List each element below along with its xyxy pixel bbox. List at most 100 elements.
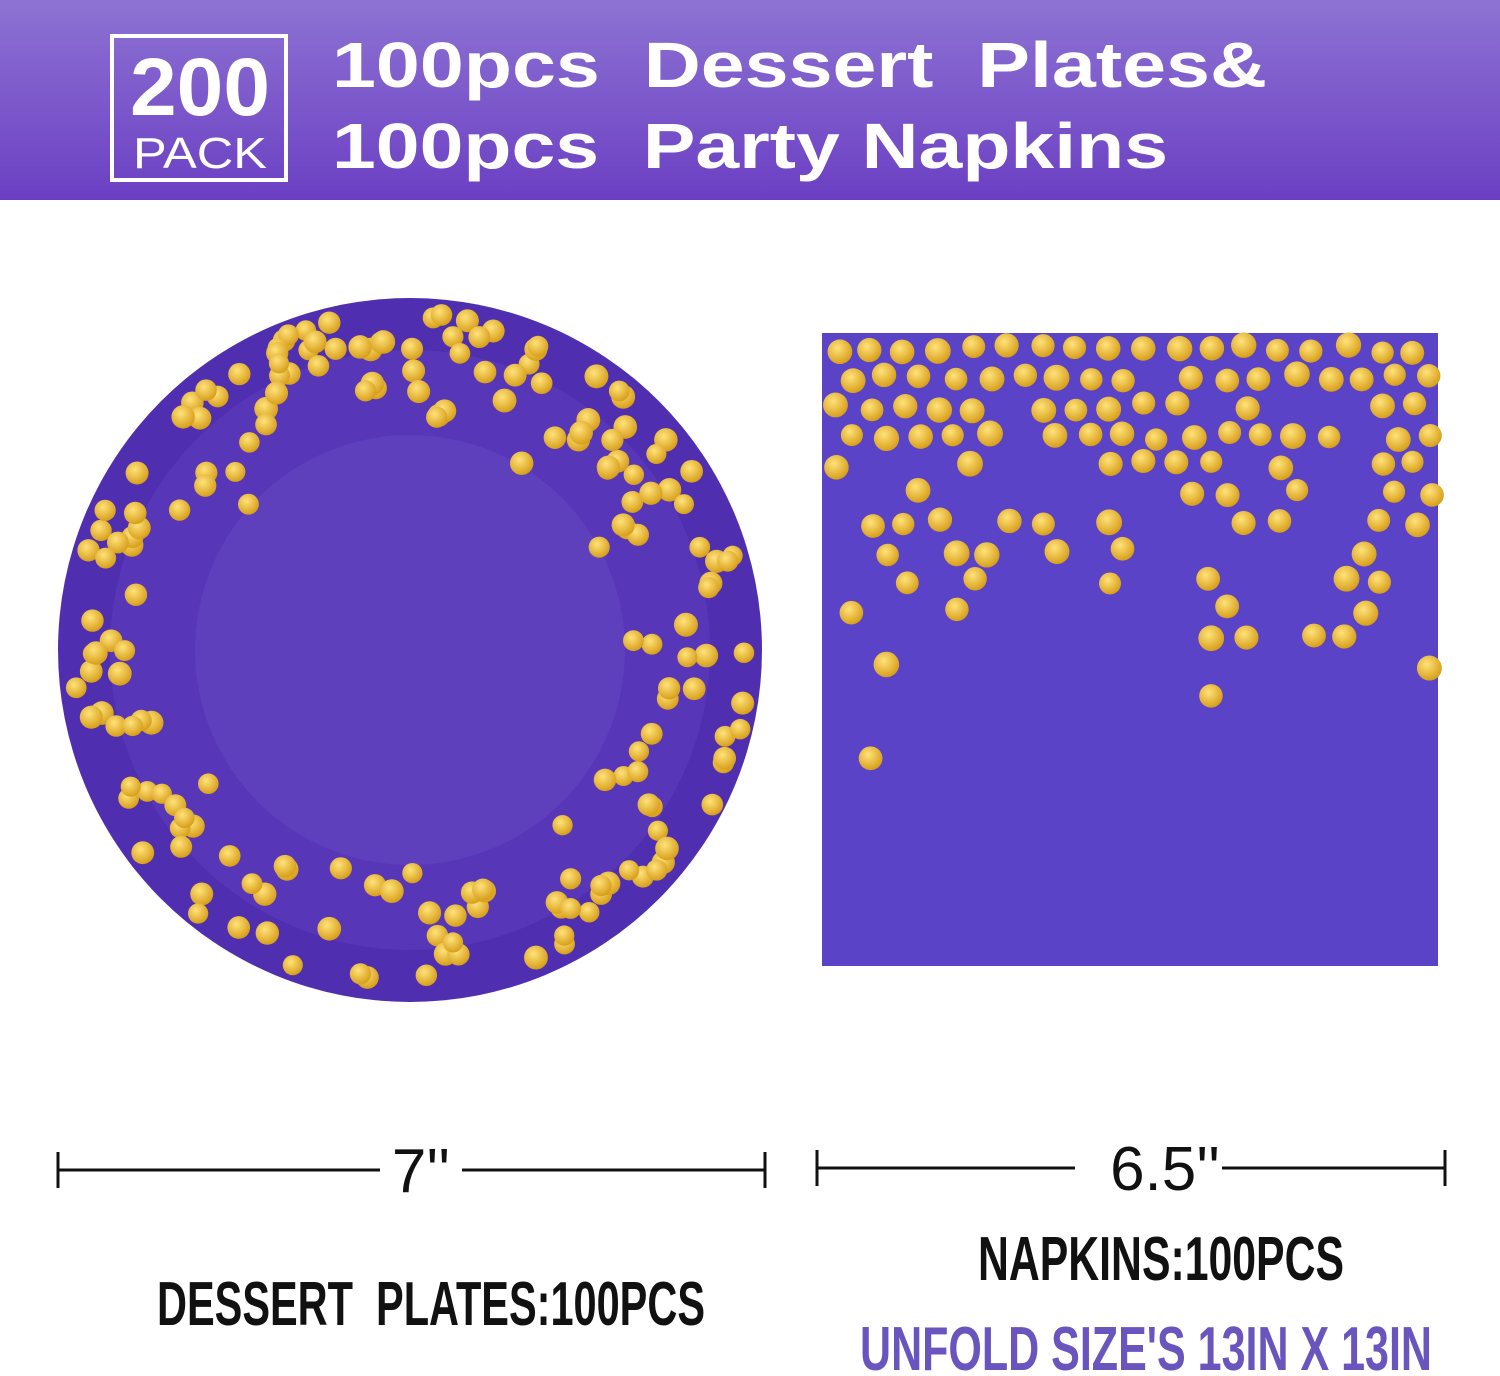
header-line: 100pcs Dessert Plates& bbox=[332, 29, 1267, 101]
header-band bbox=[0, 0, 1500, 200]
gold-dot bbox=[530, 372, 553, 395]
gold-dot bbox=[120, 776, 141, 797]
gold-dot bbox=[168, 499, 191, 521]
gold-dot bbox=[1215, 483, 1240, 508]
dimension-lines bbox=[56, 1150, 1447, 1188]
gold-dot bbox=[426, 924, 449, 947]
gold-dot bbox=[892, 512, 915, 536]
gold-dot bbox=[318, 311, 341, 334]
gold-dot bbox=[860, 398, 884, 422]
gold-dot bbox=[1265, 338, 1289, 362]
gold-dot bbox=[303, 330, 327, 354]
gold-dot bbox=[1215, 368, 1240, 393]
gold-dot bbox=[657, 677, 681, 700]
gold-dot bbox=[945, 597, 969, 622]
gold-dot bbox=[1062, 335, 1087, 360]
gold-dot bbox=[401, 337, 424, 360]
gold-dot bbox=[1351, 541, 1377, 567]
gold-dot bbox=[329, 857, 352, 880]
gold-dot bbox=[1043, 364, 1070, 391]
gold-dot bbox=[430, 304, 453, 326]
unfold-size: UNFOLD SIZE'S 13IN X 13IN bbox=[860, 1315, 1432, 1376]
gold-dot bbox=[893, 394, 918, 419]
gold-dot bbox=[324, 337, 347, 360]
gold-dot bbox=[1371, 452, 1396, 476]
gold-dot bbox=[1248, 423, 1272, 447]
gold-dot bbox=[473, 360, 497, 384]
gold-dot bbox=[977, 420, 1003, 447]
gold-dot bbox=[472, 878, 494, 901]
gold-dot bbox=[1416, 364, 1441, 388]
gold-dot bbox=[273, 854, 297, 878]
gold-dot bbox=[646, 443, 667, 465]
gold-dot bbox=[122, 715, 143, 737]
gold-dot bbox=[621, 490, 644, 513]
gold-dot bbox=[1268, 455, 1294, 481]
gold-dot bbox=[349, 963, 372, 985]
gold-dot bbox=[1042, 422, 1068, 448]
gold-dot bbox=[1302, 623, 1326, 648]
gold-dot bbox=[1218, 420, 1242, 444]
gold-dot bbox=[1199, 684, 1223, 708]
badge-box bbox=[110, 34, 288, 182]
gold-dot bbox=[1167, 336, 1193, 362]
gold-dot bbox=[673, 494, 694, 515]
gold-dot bbox=[861, 514, 885, 538]
gold-dot bbox=[402, 359, 426, 383]
gold-dot bbox=[673, 612, 698, 637]
gold-dot bbox=[608, 380, 630, 402]
gold-dot bbox=[1385, 427, 1411, 452]
gold-dot bbox=[994, 333, 1019, 358]
gold-dot bbox=[959, 398, 985, 424]
gold-dot bbox=[415, 964, 438, 987]
gold-dot bbox=[905, 477, 931, 503]
gold-dot bbox=[827, 339, 853, 365]
gold-dot bbox=[1099, 572, 1122, 595]
gold-dot bbox=[957, 450, 983, 477]
gold-dot bbox=[618, 860, 640, 881]
gold-dot bbox=[1299, 339, 1323, 363]
gold-dot bbox=[1098, 451, 1123, 476]
gold-dot bbox=[1181, 425, 1207, 450]
gold-dot bbox=[198, 773, 219, 795]
gold-dot bbox=[77, 539, 100, 562]
gold-dot bbox=[717, 550, 739, 572]
gold-dot bbox=[65, 677, 87, 699]
gold-dot bbox=[554, 925, 575, 946]
gold-dot bbox=[90, 519, 112, 542]
gold-dot bbox=[1131, 448, 1156, 474]
gold-dot bbox=[1096, 509, 1123, 536]
gold-dot bbox=[1418, 424, 1442, 448]
gold-dot bbox=[282, 955, 303, 976]
gold-dot bbox=[79, 705, 103, 729]
gold-dot bbox=[1267, 509, 1292, 533]
gold-dot bbox=[1332, 624, 1357, 649]
gold-dot bbox=[647, 820, 668, 841]
gold-dot bbox=[560, 868, 582, 890]
gold-dot bbox=[640, 722, 663, 745]
gold-dot bbox=[588, 536, 610, 558]
gold-dot bbox=[228, 362, 251, 386]
gold-dot bbox=[188, 406, 212, 430]
gold-dot bbox=[908, 424, 933, 449]
gold-dot bbox=[379, 879, 404, 904]
gold-dot bbox=[639, 481, 663, 505]
gold-dot bbox=[889, 339, 915, 365]
gold-dot bbox=[1145, 428, 1168, 451]
gold-dot bbox=[979, 366, 1005, 392]
gold-dot bbox=[1401, 450, 1424, 473]
gold-dot bbox=[1095, 336, 1121, 361]
gold-dot bbox=[944, 367, 968, 391]
gold-dot bbox=[1383, 363, 1406, 386]
gold-dot bbox=[426, 406, 448, 428]
napkin-size: 6.5'' bbox=[1110, 1135, 1220, 1204]
gold-dot bbox=[1405, 512, 1430, 538]
gold-dot bbox=[94, 499, 116, 522]
gold-dot bbox=[307, 355, 330, 377]
gold-dot bbox=[840, 368, 866, 394]
gold-dot bbox=[823, 392, 848, 418]
gold-dot bbox=[941, 424, 964, 447]
gold-dot bbox=[655, 836, 679, 861]
gold-dot bbox=[1231, 332, 1257, 358]
gold-dot bbox=[1199, 335, 1225, 361]
